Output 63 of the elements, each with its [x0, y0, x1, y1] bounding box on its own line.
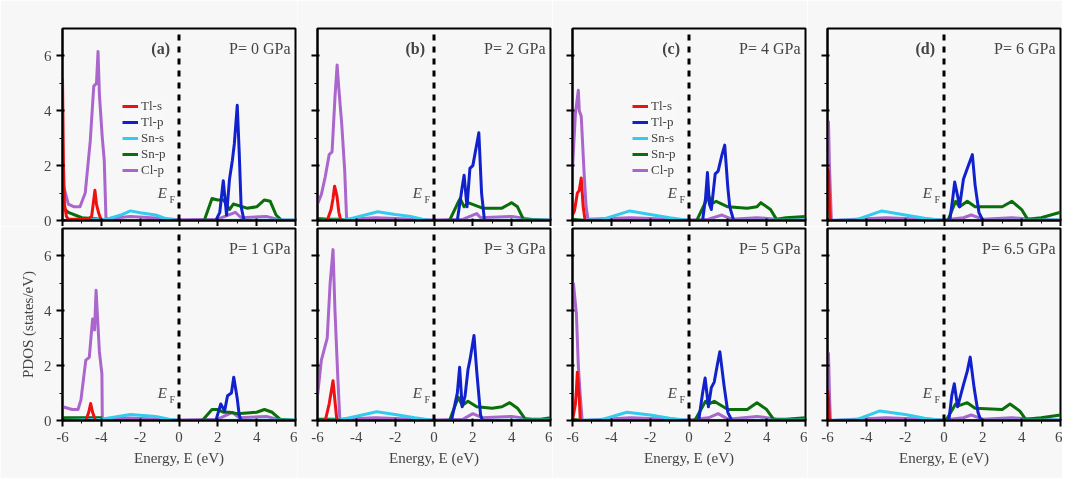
x-tick-label: -6	[56, 428, 70, 445]
legend-label: Sn-p	[651, 146, 676, 162]
x-tick-label: 4	[507, 428, 516, 445]
legend-label: Tl-s	[651, 98, 672, 114]
annotation: P= 6 GPa	[994, 40, 1056, 58]
x-tick-label: -6	[821, 428, 835, 445]
x-tick-label: -4	[95, 428, 109, 445]
y-tick-label: 0	[44, 412, 52, 429]
x-tick-label: 0	[175, 428, 183, 445]
y-tick-label: 4	[44, 302, 52, 319]
x-tick-label: -2	[133, 428, 147, 445]
y-tick-label: 2	[44, 357, 52, 374]
annotation: (d)	[915, 40, 936, 59]
x-tick-label: 4	[252, 428, 261, 445]
y-tick-label: 2	[44, 157, 52, 174]
y-tick-label: 4	[44, 102, 52, 119]
x-tick-label: 0	[685, 428, 693, 445]
x-tick-label: -4	[605, 428, 619, 445]
x-tick-label: 6	[800, 428, 808, 445]
annotation: (c)	[662, 40, 681, 59]
y-tick-label: 0	[44, 212, 52, 229]
x-tick-label: 2	[469, 428, 477, 445]
annotation: P= 1 GPa	[229, 240, 291, 258]
x-tick-label: -2	[388, 428, 402, 445]
x-tick-label: 4	[762, 428, 771, 445]
x-tick-label: 4	[1017, 428, 1026, 445]
legend-label: Sn-p	[141, 146, 166, 162]
annotation: P= 4 GPa	[739, 40, 801, 58]
x-tick-label: -4	[350, 428, 364, 445]
legend-label: Sn-s	[141, 130, 165, 146]
annotation: P= 2 GPa	[484, 40, 546, 58]
x-axis-title: Energy, E (eV)	[134, 449, 224, 467]
x-tick-label: -2	[643, 428, 657, 445]
x-tick-label: -2	[898, 428, 912, 445]
legend-label: Tl-p	[651, 114, 674, 130]
x-axis-title: Energy, E (eV)	[389, 449, 479, 467]
x-axis-title: Energy, E (eV)	[644, 449, 734, 467]
y-axis-title: PDOS (states/eV)	[20, 270, 37, 379]
x-axis-title: Energy, E (eV)	[899, 449, 989, 467]
annotation: P= 3 GPa	[484, 240, 546, 258]
legend-label: Tl-s	[141, 98, 162, 114]
y-tick-label: 6	[44, 47, 52, 64]
annotation: P= 0 GPa	[229, 40, 291, 58]
x-tick-label: -6	[566, 428, 580, 445]
legend-label: Tl-p	[141, 114, 164, 130]
legend-label: Cl-p	[651, 162, 675, 178]
annotation: P= 6.5 GPa	[982, 240, 1056, 258]
x-tick-label: 6	[545, 428, 553, 445]
x-tick-label: 2	[724, 428, 732, 445]
annotation: (b)	[405, 40, 426, 59]
x-tick-label: 6	[290, 428, 298, 445]
x-tick-label: 6	[1055, 428, 1063, 445]
annotation: (a)	[151, 40, 170, 59]
legend-label: Cl-p	[141, 162, 165, 178]
x-tick-label: 2	[214, 428, 222, 445]
x-tick-label: -6	[311, 428, 325, 445]
y-tick-label: 6	[44, 247, 52, 264]
legend-label: Sn-s	[651, 130, 675, 146]
x-tick-label: 2	[979, 428, 987, 445]
x-tick-label: 0	[940, 428, 948, 445]
annotation: P= 5 GPa	[739, 240, 801, 258]
x-tick-label: 0	[430, 428, 438, 445]
x-tick-label: -4	[860, 428, 874, 445]
